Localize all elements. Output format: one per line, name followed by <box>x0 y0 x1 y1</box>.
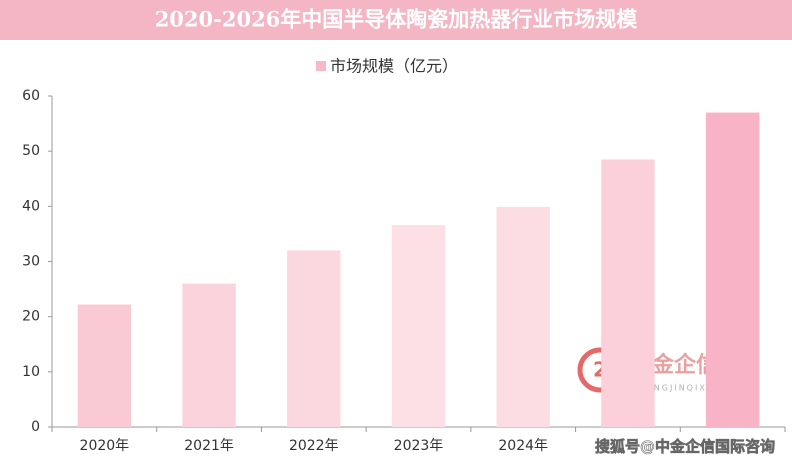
x-tick-label: 2020年 <box>80 438 130 454</box>
bar <box>391 225 446 427</box>
logo-subtext: ZHONGJINQIXIN <box>630 384 719 393</box>
legend-label: 市场规模（亿元） <box>330 57 458 76</box>
bar <box>496 206 550 427</box>
title-banner <box>0 0 792 40</box>
y-tick-label: 0 <box>31 419 40 435</box>
y-tick-label: 10 <box>22 364 40 380</box>
bar <box>287 250 341 427</box>
bar <box>601 159 655 428</box>
chart-title: 2020-2026年中国半导体陶瓷加热器行业市场规模 <box>155 7 639 32</box>
y-tick-label: 60 <box>22 88 40 104</box>
y-tick-label: 20 <box>22 309 40 325</box>
x-tick-label: 2021年 <box>184 438 234 454</box>
x-tick-label: 2024年 <box>498 438 548 454</box>
y-tick-label: 40 <box>22 198 40 214</box>
x-tick-label: 2022年 <box>289 438 339 454</box>
bar <box>77 304 132 427</box>
y-tick-label: 50 <box>22 143 40 159</box>
bar <box>705 112 760 428</box>
legend-swatch <box>316 61 326 71</box>
x-tick-label: 2023年 <box>394 438 444 454</box>
y-tick-label: 30 <box>22 254 40 270</box>
watermark-text: 搜狐号@中金企信国际咨询 <box>595 438 775 456</box>
bar <box>182 283 236 427</box>
